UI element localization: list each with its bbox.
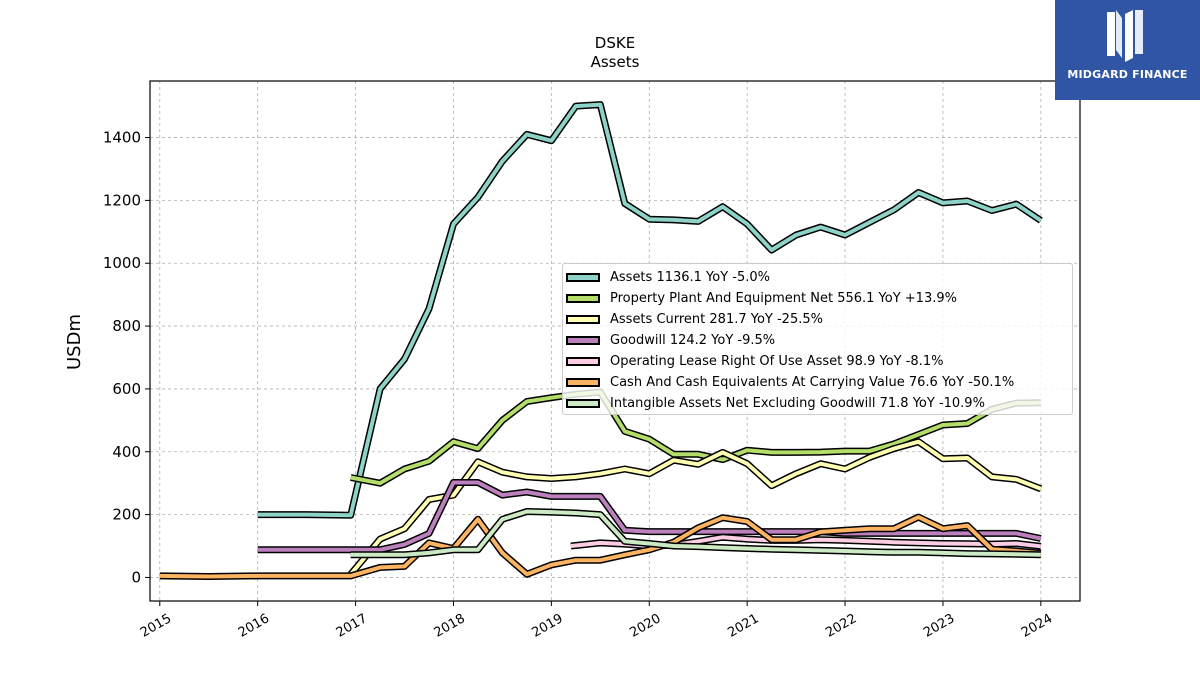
grid-layer [150,81,1080,601]
series-line-6 [350,509,1041,557]
chart-title: DSKE [595,34,635,52]
x-tick-label: 2019 [530,611,566,641]
legend-item: Assets 1136.1 YoY -5.0% [563,269,1072,289]
x-tick-label: 2022 [823,611,859,641]
midgard-logo-icon [1107,10,1143,62]
plot-frame [149,80,1081,602]
brand-logo: MIDGARD FINANCE [1055,0,1200,100]
legend-item: Operating Lease Right Of Use Asset 98.9 … [563,353,1072,373]
legend-swatch [566,357,600,366]
chart-legend: Assets 1136.1 YoY -5.0% Property Plant An… [562,263,1073,415]
y-tick-label: 400 [112,443,141,461]
legend-swatch [566,294,600,303]
y-tick-label: 800 [112,317,141,335]
series-line-1 [350,390,1041,486]
x-tick-label: 2024 [1019,611,1055,641]
series-layer [159,101,1043,580]
x-tick-label: 2015 [138,611,174,641]
y-tick-label: 0 [131,568,141,586]
series-line-0 [257,102,1042,518]
legend-label: Assets 1136.1 YoY -5.0% [610,270,771,285]
legend-item: Intangible Assets Net Excluding Goodwill… [563,395,1072,415]
legend-label: Operating Lease Right Of Use Asset 98.9 … [610,354,944,369]
legend-swatch [566,399,600,408]
x-tick-label: 2017 [334,611,370,641]
series-line-3 [257,480,1042,552]
x-tick-label: 2018 [432,611,468,641]
series-line-2 [349,439,1042,576]
y-axis-label: USDm [64,314,85,370]
legend-label: Intangible Assets Net Excluding Goodwill… [610,396,985,411]
legend-swatch [566,336,600,345]
legend-item: Cash And Cash Equivalents At Carrying Va… [563,374,1072,394]
legend-label: Goodwill 124.2 YoY -9.5% [610,333,776,348]
legend-label: Cash And Cash Equivalents At Carrying Va… [610,375,1015,390]
y-tick-label: 600 [112,380,141,398]
x-tick-label: 2020 [627,611,663,641]
legend-swatch [566,378,600,387]
x-tick-label: 2023 [921,611,957,641]
legend-item: Assets Current 281.7 YoY -25.5% [563,311,1072,331]
y-tick-label: 200 [112,506,141,524]
legend-swatch [566,315,600,324]
series-line-5 [159,515,1041,579]
legend-swatch [566,273,600,282]
y-tick-label: 1200 [103,191,141,209]
legend-item: Goodwill 124.2 YoY -9.5% [563,332,1072,352]
brand-name: MIDGARD FINANCE [1067,68,1188,81]
y-tick-label: 1400 [103,129,141,147]
legend-item: Property Plant And Equipment Net 556.1 Y… [563,290,1072,310]
chart-subtitle: Assets [591,53,640,71]
x-tick-label: 2016 [236,611,272,641]
legend-label: Assets Current 281.7 YoY -25.5% [610,312,823,327]
legend-label: Property Plant And Equipment Net 556.1 Y… [610,291,957,306]
y-tick-label: 1000 [103,254,141,272]
x-tick-label: 2021 [725,611,761,641]
